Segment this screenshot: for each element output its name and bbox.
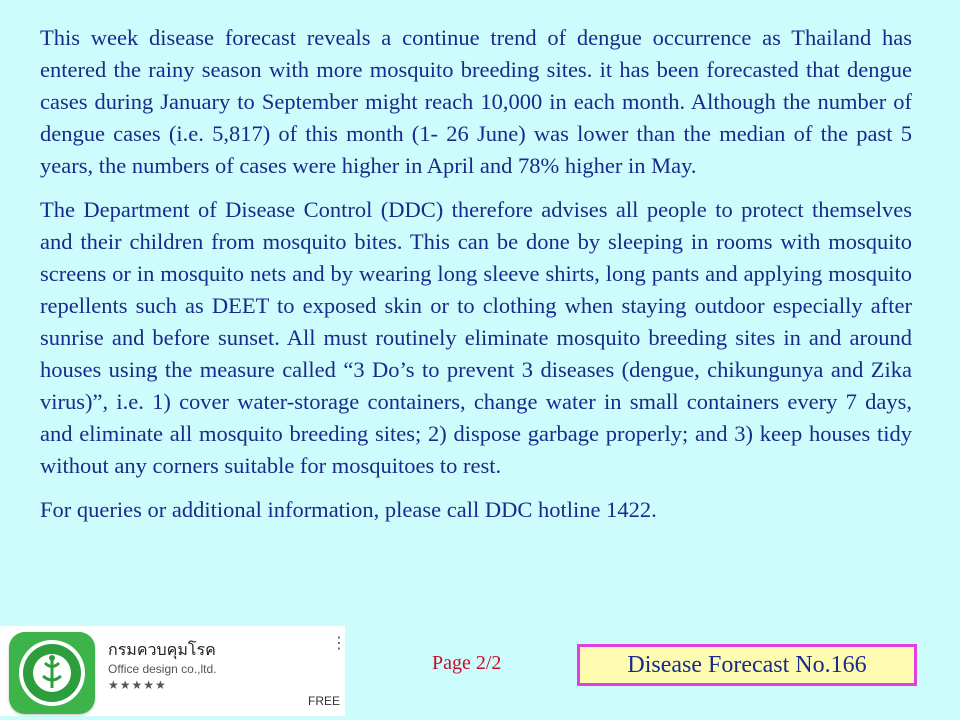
ddc-seal-icon <box>19 640 85 706</box>
app-store-card[interactable]: กรมควบคุมโรค Office design co.,ltd. ★★★★… <box>0 626 347 716</box>
paragraph-forecast: This week disease forecast reveals a con… <box>40 25 912 178</box>
main-content: This week disease forecast reveals a con… <box>40 22 912 538</box>
app-name: กรมควบคุมโรค <box>108 642 216 659</box>
app-developer: Office design co.,ltd. <box>108 662 217 676</box>
forecast-number-box: Disease Forecast No.166 <box>577 644 917 686</box>
ddc-logo <box>9 632 95 714</box>
app-rating-stars: ★★★★★ <box>108 678 167 692</box>
page-number: Page 2/2 <box>432 652 502 674</box>
app-price[interactable]: FREE <box>308 694 341 708</box>
more-vertical-icon[interactable]: ⋮ <box>331 635 347 652</box>
paragraph-advice: The Department of Disease Control (DDC) … <box>40 197 912 478</box>
paragraph-hotline: For queries or additional information, p… <box>40 497 657 522</box>
